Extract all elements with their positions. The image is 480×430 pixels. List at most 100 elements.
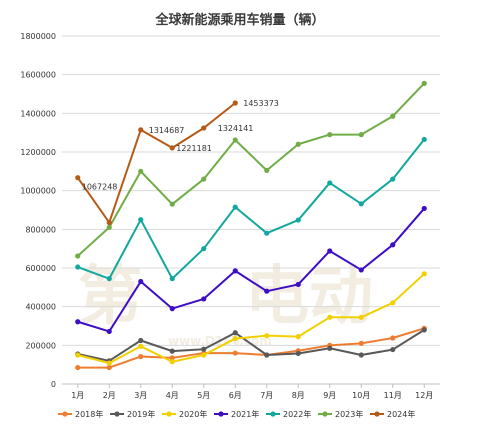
y-tick-label: 1800000 — [20, 32, 56, 41]
legend-label: 2020年 — [179, 409, 207, 419]
data-point — [106, 224, 112, 230]
data-label: 1067248 — [82, 183, 118, 192]
watermark: 第 电动 www.D1EV.com — [78, 260, 373, 348]
x-tick-label: 10月 — [352, 391, 370, 400]
y-tick-label: 0 — [51, 380, 56, 389]
legend-label: 2023年 — [335, 409, 363, 419]
legend-label: 2022年 — [283, 409, 311, 419]
data-point — [75, 352, 81, 358]
data-point — [138, 217, 144, 223]
data-point — [169, 145, 175, 151]
data-point — [390, 242, 396, 248]
data-point — [295, 350, 301, 357]
data-point — [232, 268, 238, 274]
data-point — [138, 337, 144, 344]
data-point — [390, 300, 396, 306]
data-point — [169, 355, 175, 361]
data-point — [201, 296, 207, 302]
y-axis: 0 200000 400000 600000 800000 1000000 1200000 1… — [20, 32, 56, 389]
data-point — [295, 217, 301, 223]
data-point — [327, 314, 333, 320]
data-point — [106, 328, 112, 335]
data-point — [390, 335, 396, 341]
y-tick-label: 200000 — [25, 341, 56, 350]
data-point — [327, 180, 333, 186]
legend-marker — [374, 411, 380, 417]
legend-label: 2024年 — [387, 409, 415, 419]
data-point — [358, 267, 364, 273]
data-point — [201, 352, 207, 358]
x-axis: 1月 2月 3月 4月 5月 6月 7月 8月 9月 10月 11月 12月 — [71, 384, 433, 400]
data-point — [358, 352, 364, 358]
legend-label: 2018年 — [75, 409, 103, 419]
x-tick-label: 1月 — [71, 391, 84, 400]
data-point — [106, 219, 112, 226]
data-point — [327, 132, 333, 138]
data-point — [201, 246, 207, 252]
legend-item: 2021年 — [214, 409, 259, 419]
data-point — [201, 125, 207, 131]
legend-item: 2024年 — [370, 409, 415, 419]
data-point — [264, 167, 270, 173]
data-point — [264, 288, 270, 294]
data-point — [232, 335, 238, 342]
data-point — [421, 136, 427, 143]
data-point — [106, 276, 112, 282]
data-label: 1221181 — [176, 144, 212, 153]
series-line — [76, 102, 236, 224]
data-point — [295, 141, 301, 147]
series — [75, 136, 427, 282]
x-tick-label: 12月 — [415, 391, 433, 400]
x-tick-label: 2月 — [103, 391, 116, 400]
x-tick-label: 5月 — [197, 391, 210, 400]
data-point — [358, 201, 364, 207]
legend-marker — [322, 411, 328, 417]
grid — [62, 35, 440, 385]
data-point — [169, 201, 175, 207]
data-point — [169, 359, 175, 365]
watermark-text-right: 电动 — [245, 260, 373, 334]
data-annotations: 1067248 1314687 1221181 1324141 1453373 — [82, 99, 279, 192]
y-tick-label: 400000 — [25, 303, 56, 312]
y-tick-label: 1200000 — [20, 148, 56, 157]
legend-marker — [270, 411, 276, 417]
legend-label: 2021年 — [231, 409, 259, 419]
data-point — [201, 176, 207, 182]
series — [75, 205, 427, 335]
series-line — [77, 329, 425, 362]
legend-marker — [62, 411, 68, 417]
legend-item: 2023年 — [318, 409, 363, 419]
series-line — [77, 327, 425, 369]
data-point — [264, 230, 270, 236]
series-line — [77, 273, 425, 365]
x-tick-label: 4月 — [166, 391, 179, 400]
data-point — [232, 137, 238, 143]
legend-marker — [114, 411, 120, 417]
data-label: 1324141 — [218, 124, 254, 133]
data-point — [106, 364, 112, 371]
data-point — [264, 352, 270, 358]
legend-item: 2020年 — [162, 409, 207, 419]
data-point — [201, 346, 207, 352]
data-point — [421, 80, 427, 86]
data-point — [138, 168, 144, 174]
x-tick-label: 8月 — [292, 391, 305, 400]
data-point — [232, 204, 238, 210]
data-point — [75, 175, 81, 181]
data-point — [106, 360, 112, 366]
data-point — [358, 340, 364, 346]
data-point — [169, 348, 175, 354]
data-point — [421, 327, 427, 333]
x-tick-label: 3月 — [134, 391, 147, 400]
data-label: 1314687 — [149, 126, 185, 135]
data-point — [75, 253, 81, 259]
data-point — [232, 330, 238, 336]
data-point — [327, 345, 333, 351]
chart-title: 全球新能源乘用车销量（辆） — [154, 12, 324, 28]
series — [75, 271, 427, 366]
legend: 2018年 2019年 2020年 2021年 2022年 2023年 2024年 — [58, 409, 415, 419]
y-tick-label: 1600000 — [20, 71, 56, 80]
legend-item: 2019年 — [110, 409, 155, 419]
